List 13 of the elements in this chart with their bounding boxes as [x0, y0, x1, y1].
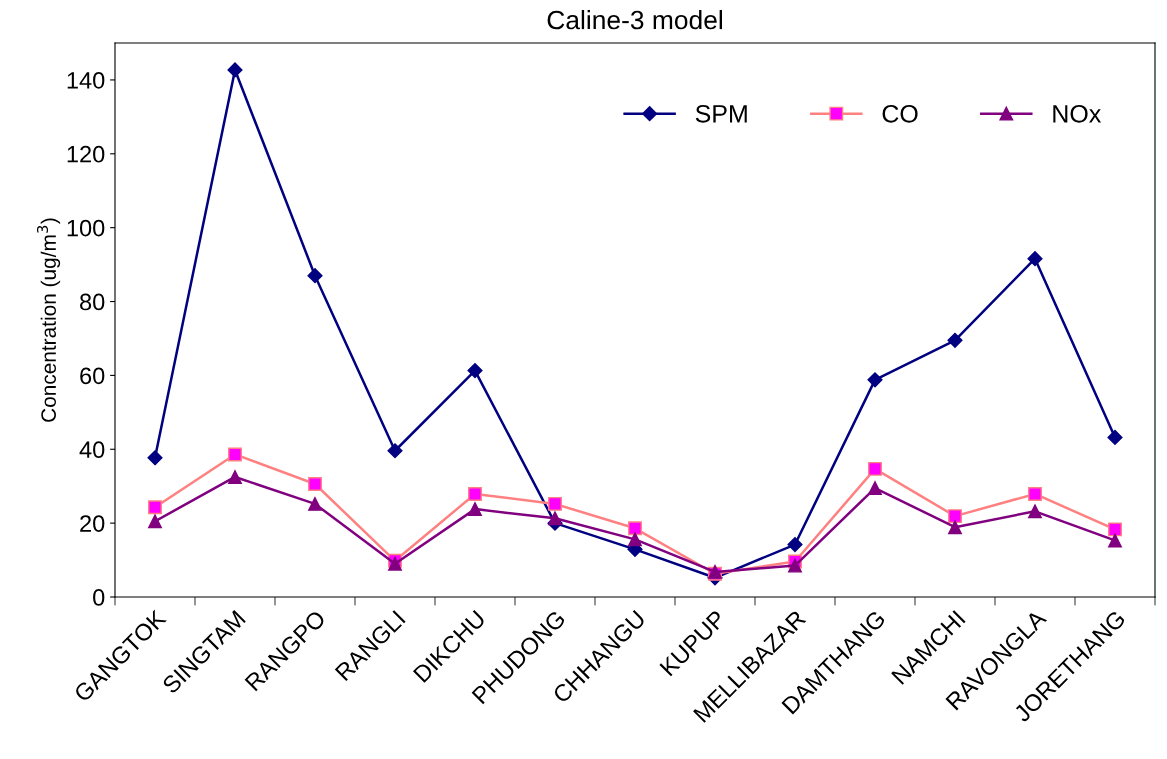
y-tick-label: 140: [67, 72, 105, 89]
legend-label: SPM: [695, 104, 747, 123]
legend-label: CO: [882, 104, 918, 123]
y-tick-label: 40: [79, 441, 105, 459]
y-tick-label: 100: [67, 219, 105, 237]
chart-title: Caline-3 model: [547, 9, 722, 30]
y-tick-label: 60: [80, 367, 105, 385]
legend-label: NOx: [1053, 104, 1102, 123]
y-tick-label: 120: [67, 145, 105, 163]
y-tick-label: 20: [80, 515, 105, 532]
y-axis-title: Concentration (ug/m$^{3}$): [37, 218, 61, 422]
y-tick-label: 80: [80, 293, 105, 311]
y-tick-label: 0: [93, 589, 105, 606]
